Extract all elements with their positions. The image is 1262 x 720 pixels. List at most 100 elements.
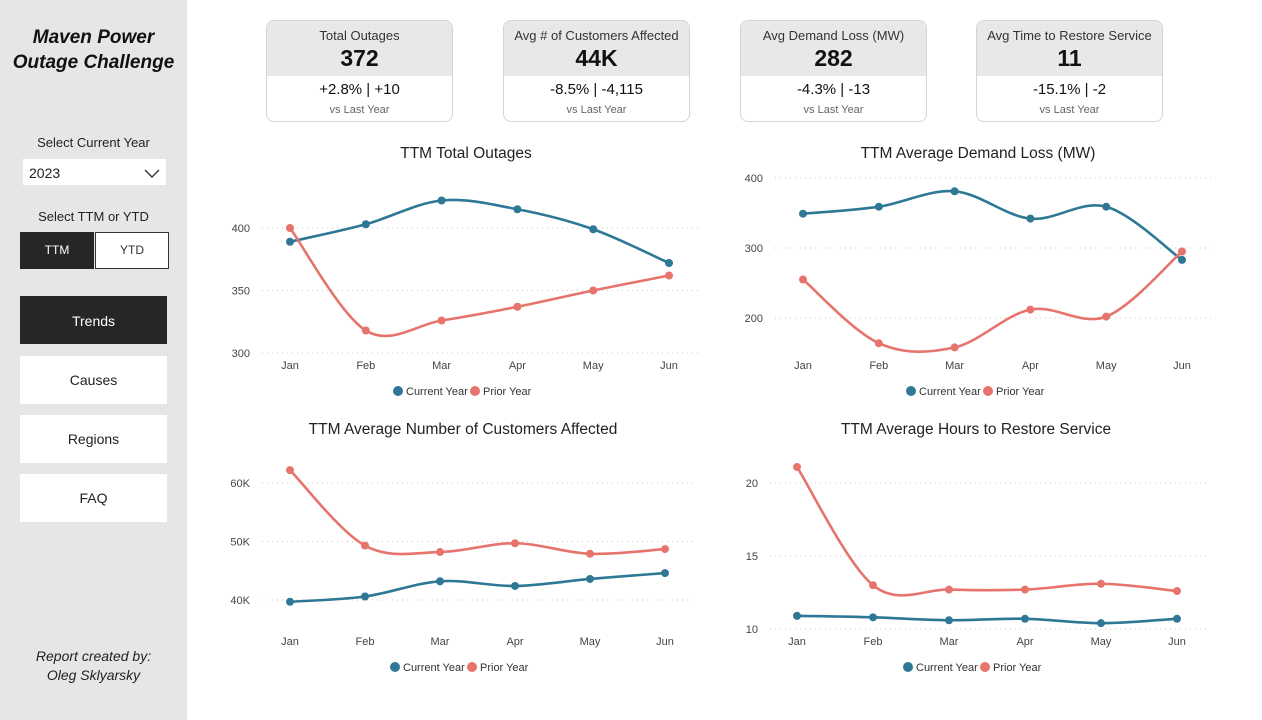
data-point[interactable] (869, 613, 877, 622)
chart-title-restore-hours: TTM Average Hours to Restore Service (840, 421, 1112, 438)
data-point[interactable] (945, 585, 953, 594)
data-point[interactable] (286, 224, 294, 232)
data-point[interactable] (945, 616, 953, 625)
legend-marker (467, 662, 477, 672)
nav-regions-button[interactable]: Regions (20, 415, 167, 463)
data-point[interactable] (1097, 579, 1105, 588)
x-tick-label: Jun (1173, 360, 1191, 372)
data-point[interactable] (1173, 587, 1181, 596)
legend-marker (906, 386, 916, 396)
data-point[interactable] (586, 549, 594, 558)
legend-label: Current Year (406, 386, 468, 398)
data-point[interactable] (661, 569, 669, 578)
report-title-line1: Maven Power (32, 27, 155, 48)
ttm-toggle-button[interactable]: TTM (20, 232, 94, 269)
data-point[interactable] (286, 466, 294, 475)
data-point[interactable] (361, 592, 369, 601)
kpi-label: Total Outages (319, 28, 400, 43)
data-point[interactable] (286, 237, 294, 246)
x-tick-label: May (1096, 360, 1117, 372)
y-tick-label: 200 (745, 313, 763, 325)
kpi-value: 372 (340, 45, 379, 71)
ytd-toggle-button[interactable]: YTD (95, 232, 169, 269)
data-point[interactable] (1026, 214, 1035, 223)
nav-causes-button[interactable]: Causes (20, 356, 167, 404)
data-point[interactable] (874, 202, 883, 211)
kpi-note: vs Last Year (803, 104, 864, 116)
data-point[interactable] (437, 196, 446, 205)
data-point[interactable] (361, 541, 369, 550)
data-point[interactable] (665, 259, 673, 267)
data-point[interactable] (869, 581, 877, 590)
legend-label: Current Year (403, 662, 465, 674)
x-tick-label: Apr (1022, 360, 1039, 372)
nav-faq-button[interactable]: FAQ (20, 474, 167, 522)
chart-customers-affected: 40K 50K 60K Jan Feb Mar Apr May Jun Current Year P… (230, 466, 695, 674)
data-point[interactable] (436, 577, 444, 586)
chart-total-outages: 300 350 400 Jan Feb Mar Apr May Jun Current Year P… (232, 196, 699, 398)
data-point[interactable] (874, 339, 883, 348)
y-tick-label: 20 (746, 478, 758, 490)
kpi-card-demand-loss: Avg Demand Loss (MW) 282 -4.3% | -13 vs L… (740, 20, 927, 122)
data-point[interactable] (1097, 619, 1105, 628)
data-point[interactable] (586, 574, 594, 583)
kpi-value: 11 (1057, 45, 1082, 71)
year-dropdown[interactable]: 2023 (23, 159, 166, 185)
x-tick-label: Feb (356, 636, 375, 648)
data-point[interactable] (436, 548, 444, 557)
data-point[interactable] (513, 302, 522, 311)
legend-marker (903, 662, 913, 672)
data-point[interactable] (361, 326, 370, 335)
chevron-down-icon (144, 166, 160, 182)
data-point[interactable] (1102, 202, 1111, 211)
series-line-current-year (289, 198, 670, 265)
credit-line2: Oleg Sklyarsky (46, 667, 141, 683)
data-point[interactable] (799, 275, 807, 284)
data-point[interactable] (1178, 247, 1186, 256)
data-point[interactable] (1173, 614, 1181, 623)
data-point[interactable] (589, 286, 598, 295)
series-line-prior-year (288, 227, 670, 338)
data-point[interactable] (665, 271, 673, 280)
legend-label: Prior Year (480, 662, 529, 674)
data-point[interactable] (1102, 312, 1111, 321)
x-tick-label: Apr (509, 360, 526, 372)
kpi-card-restore-time: Avg Time to Restore Service 11 -15.1% | -… (976, 20, 1163, 122)
data-point[interactable] (1026, 305, 1035, 314)
data-point[interactable] (1021, 585, 1029, 594)
y-tick-label: 350 (232, 286, 250, 298)
data-point[interactable] (1021, 614, 1029, 623)
y-tick-label: 400 (745, 173, 763, 185)
data-point[interactable] (950, 343, 959, 352)
kpi-change: -15.1% | -2 (1032, 81, 1107, 98)
legend-label: Current Year (919, 386, 981, 398)
data-point[interactable] (511, 539, 519, 548)
data-point[interactable] (799, 209, 807, 218)
data-point[interactable] (286, 597, 294, 606)
data-point[interactable] (511, 581, 519, 590)
x-tick-label: Jun (656, 636, 674, 648)
x-tick-label: Apr (1016, 636, 1033, 648)
nav-trends-button[interactable]: Trends (20, 296, 167, 344)
kpi-value: 44K (575, 45, 618, 71)
series-line-current-year (802, 189, 1183, 261)
x-tick-label: Jan (281, 636, 299, 648)
year-dropdown-value: 2023 (29, 165, 61, 181)
x-tick-label: Feb (356, 360, 375, 372)
series-line-current-year (796, 614, 1178, 625)
x-tick-label: May (583, 360, 604, 372)
data-point[interactable] (1178, 255, 1186, 264)
data-point[interactable] (361, 220, 370, 229)
data-point[interactable] (513, 205, 522, 214)
kpi-label: Avg Demand Loss (MW) (762, 28, 905, 43)
y-tick-label: 15 (746, 551, 758, 563)
legend-label: Prior Year (483, 386, 532, 398)
data-point[interactable] (437, 316, 446, 325)
data-point[interactable] (589, 225, 598, 234)
data-point[interactable] (661, 545, 669, 554)
data-point[interactable] (950, 187, 959, 196)
data-point[interactable] (793, 462, 801, 471)
chart-title-demand-loss: TTM Average Demand Loss (MW) (860, 145, 1096, 162)
legend-marker (980, 662, 990, 672)
data-point[interactable] (793, 611, 801, 620)
